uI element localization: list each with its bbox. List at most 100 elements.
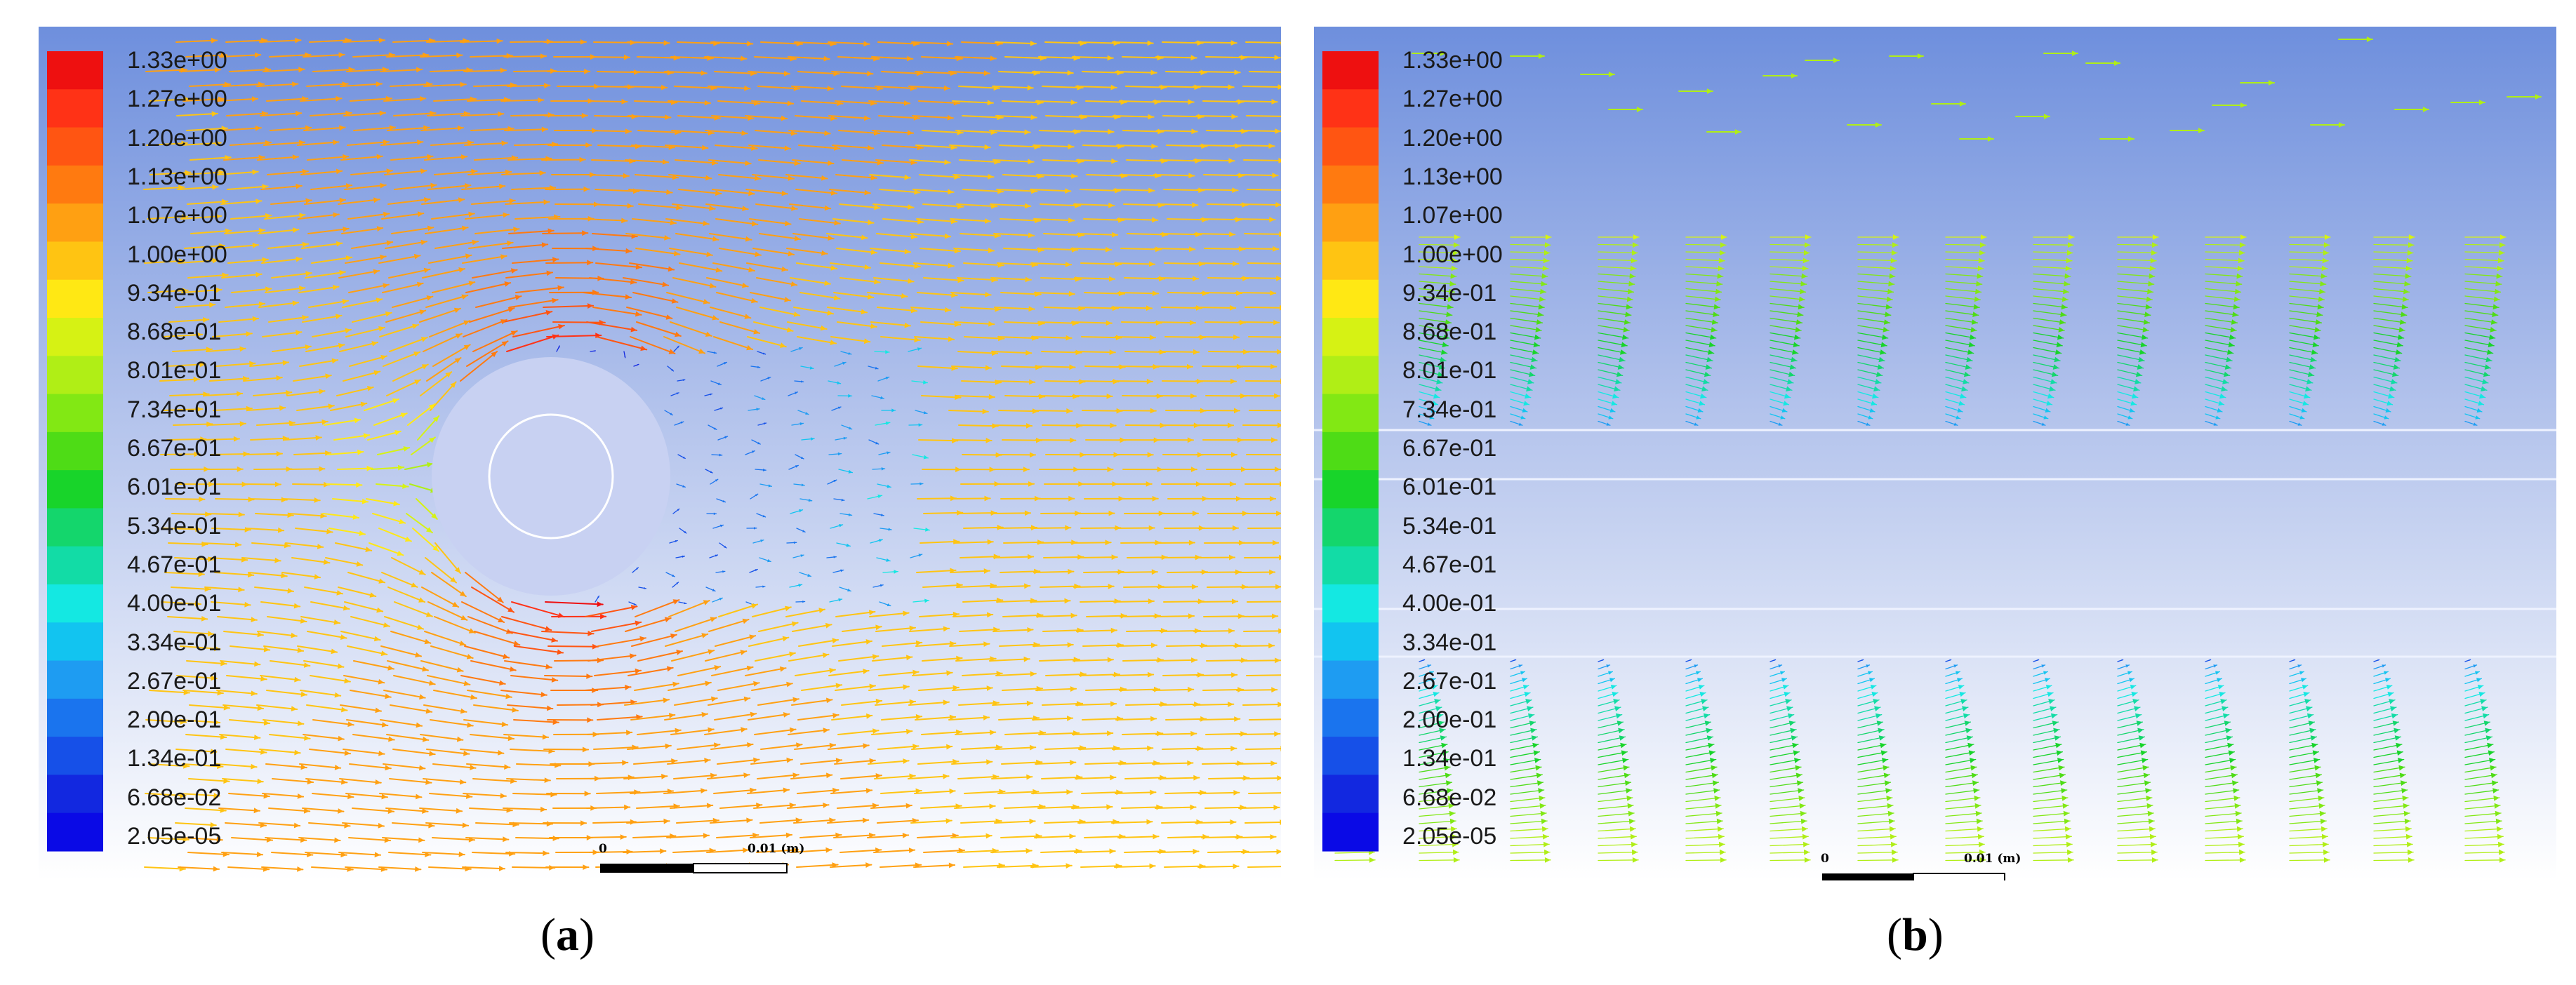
velocity-vector (182, 763, 224, 768)
velocity-vector (472, 852, 516, 855)
vector-head (2050, 713, 2057, 719)
velocity-vector (992, 86, 1034, 89)
velocity-vector (270, 199, 312, 205)
vector-head (640, 345, 647, 351)
vector-head (417, 624, 424, 630)
vector-head (380, 182, 386, 189)
vector-head (1435, 706, 1442, 711)
vector-head (1715, 810, 1722, 817)
vector-head (781, 115, 788, 121)
velocity-vector (434, 170, 478, 175)
velocity-vector (665, 145, 709, 149)
velocity-vector (625, 233, 671, 239)
velocity-vector (339, 778, 382, 784)
vector-head (543, 850, 549, 857)
vector-head (2391, 379, 2397, 384)
velocity-vector (1121, 806, 1163, 809)
vector-head (2213, 422, 2217, 426)
vector-head (1540, 810, 1547, 817)
vector-head (1188, 540, 1195, 546)
velocity-vector (423, 333, 463, 352)
velocity-vector (432, 344, 471, 367)
vector-head (376, 607, 383, 613)
vector-head (288, 420, 295, 426)
velocity-vector (1077, 233, 1119, 236)
velocity-vector (1044, 380, 1086, 383)
velocity-vector (715, 218, 759, 225)
vector-head (302, 241, 309, 248)
vector-head (1883, 319, 1890, 325)
vector-head (952, 611, 960, 617)
vector-head (262, 184, 268, 189)
legend-swatch (1322, 622, 1379, 662)
velocity-vector (999, 643, 1040, 647)
vector-head (2388, 393, 2394, 399)
velocity-vector (1419, 281, 1456, 285)
velocity-vector (511, 601, 565, 618)
vector-head (251, 617, 257, 622)
vector-head (503, 836, 509, 843)
velocity-vector (369, 542, 404, 556)
vector-head (341, 779, 347, 785)
velocity-vector (1084, 292, 1125, 295)
velocity-vector (1510, 851, 1551, 854)
vector-head (2145, 788, 2151, 793)
vector-head (2239, 849, 2245, 855)
vector-head (274, 481, 281, 488)
velocity-vector (162, 333, 204, 337)
vector-head (2134, 706, 2140, 711)
vector-head (2061, 788, 2067, 793)
vector-head (380, 354, 387, 361)
vector-head (1968, 750, 1975, 756)
vector-head (342, 299, 349, 304)
vector-head (790, 130, 797, 136)
vector-head (1533, 750, 1540, 756)
vector-head (827, 310, 834, 316)
velocity-vector (310, 601, 350, 610)
vector-head (315, 435, 321, 441)
velocity-vector (589, 277, 637, 283)
legend-swatch (1322, 203, 1379, 243)
vector-head (1784, 393, 1791, 399)
vector-head (2394, 735, 2401, 741)
vector-head (745, 236, 752, 242)
vector-head (904, 174, 910, 180)
velocity-vector (508, 229, 555, 234)
vector-head (1269, 569, 1275, 575)
vector-head (912, 744, 919, 749)
vector-head (1106, 246, 1112, 253)
vector-head (594, 350, 596, 352)
vector-head (2407, 250, 2413, 256)
scale-zero-label: 0 (1821, 852, 1829, 866)
velocity-vector (799, 218, 841, 225)
velocity-vector (1857, 859, 1899, 862)
vector-head (369, 592, 376, 598)
velocity-vector (704, 728, 748, 735)
velocity-vector (1155, 732, 1197, 735)
velocity-vector (172, 348, 213, 352)
vector-head (1892, 242, 1898, 248)
velocity-vector (2205, 843, 2245, 847)
velocity-vector (383, 98, 427, 102)
velocity-vector (341, 227, 384, 234)
vector-head (1782, 685, 1788, 690)
vector-head (2317, 788, 2323, 793)
vector-head (719, 524, 724, 528)
vector-head (2220, 699, 2226, 704)
vector-head (2324, 234, 2330, 240)
velocity-vector (1164, 791, 1207, 794)
vector-head (1805, 234, 1811, 240)
vector-head (419, 765, 425, 771)
vector-head (748, 190, 755, 196)
velocity-vector (144, 866, 186, 870)
velocity-vector (512, 793, 557, 796)
vector-head (755, 494, 758, 497)
vector-head (376, 154, 383, 160)
vector-head (2233, 304, 2240, 310)
velocity-vector (956, 203, 998, 208)
vector-head (1705, 364, 1712, 370)
velocity-vector (430, 645, 474, 659)
vector-head (1148, 525, 1155, 531)
velocity-vector (922, 657, 963, 662)
velocity-vector (745, 667, 787, 676)
